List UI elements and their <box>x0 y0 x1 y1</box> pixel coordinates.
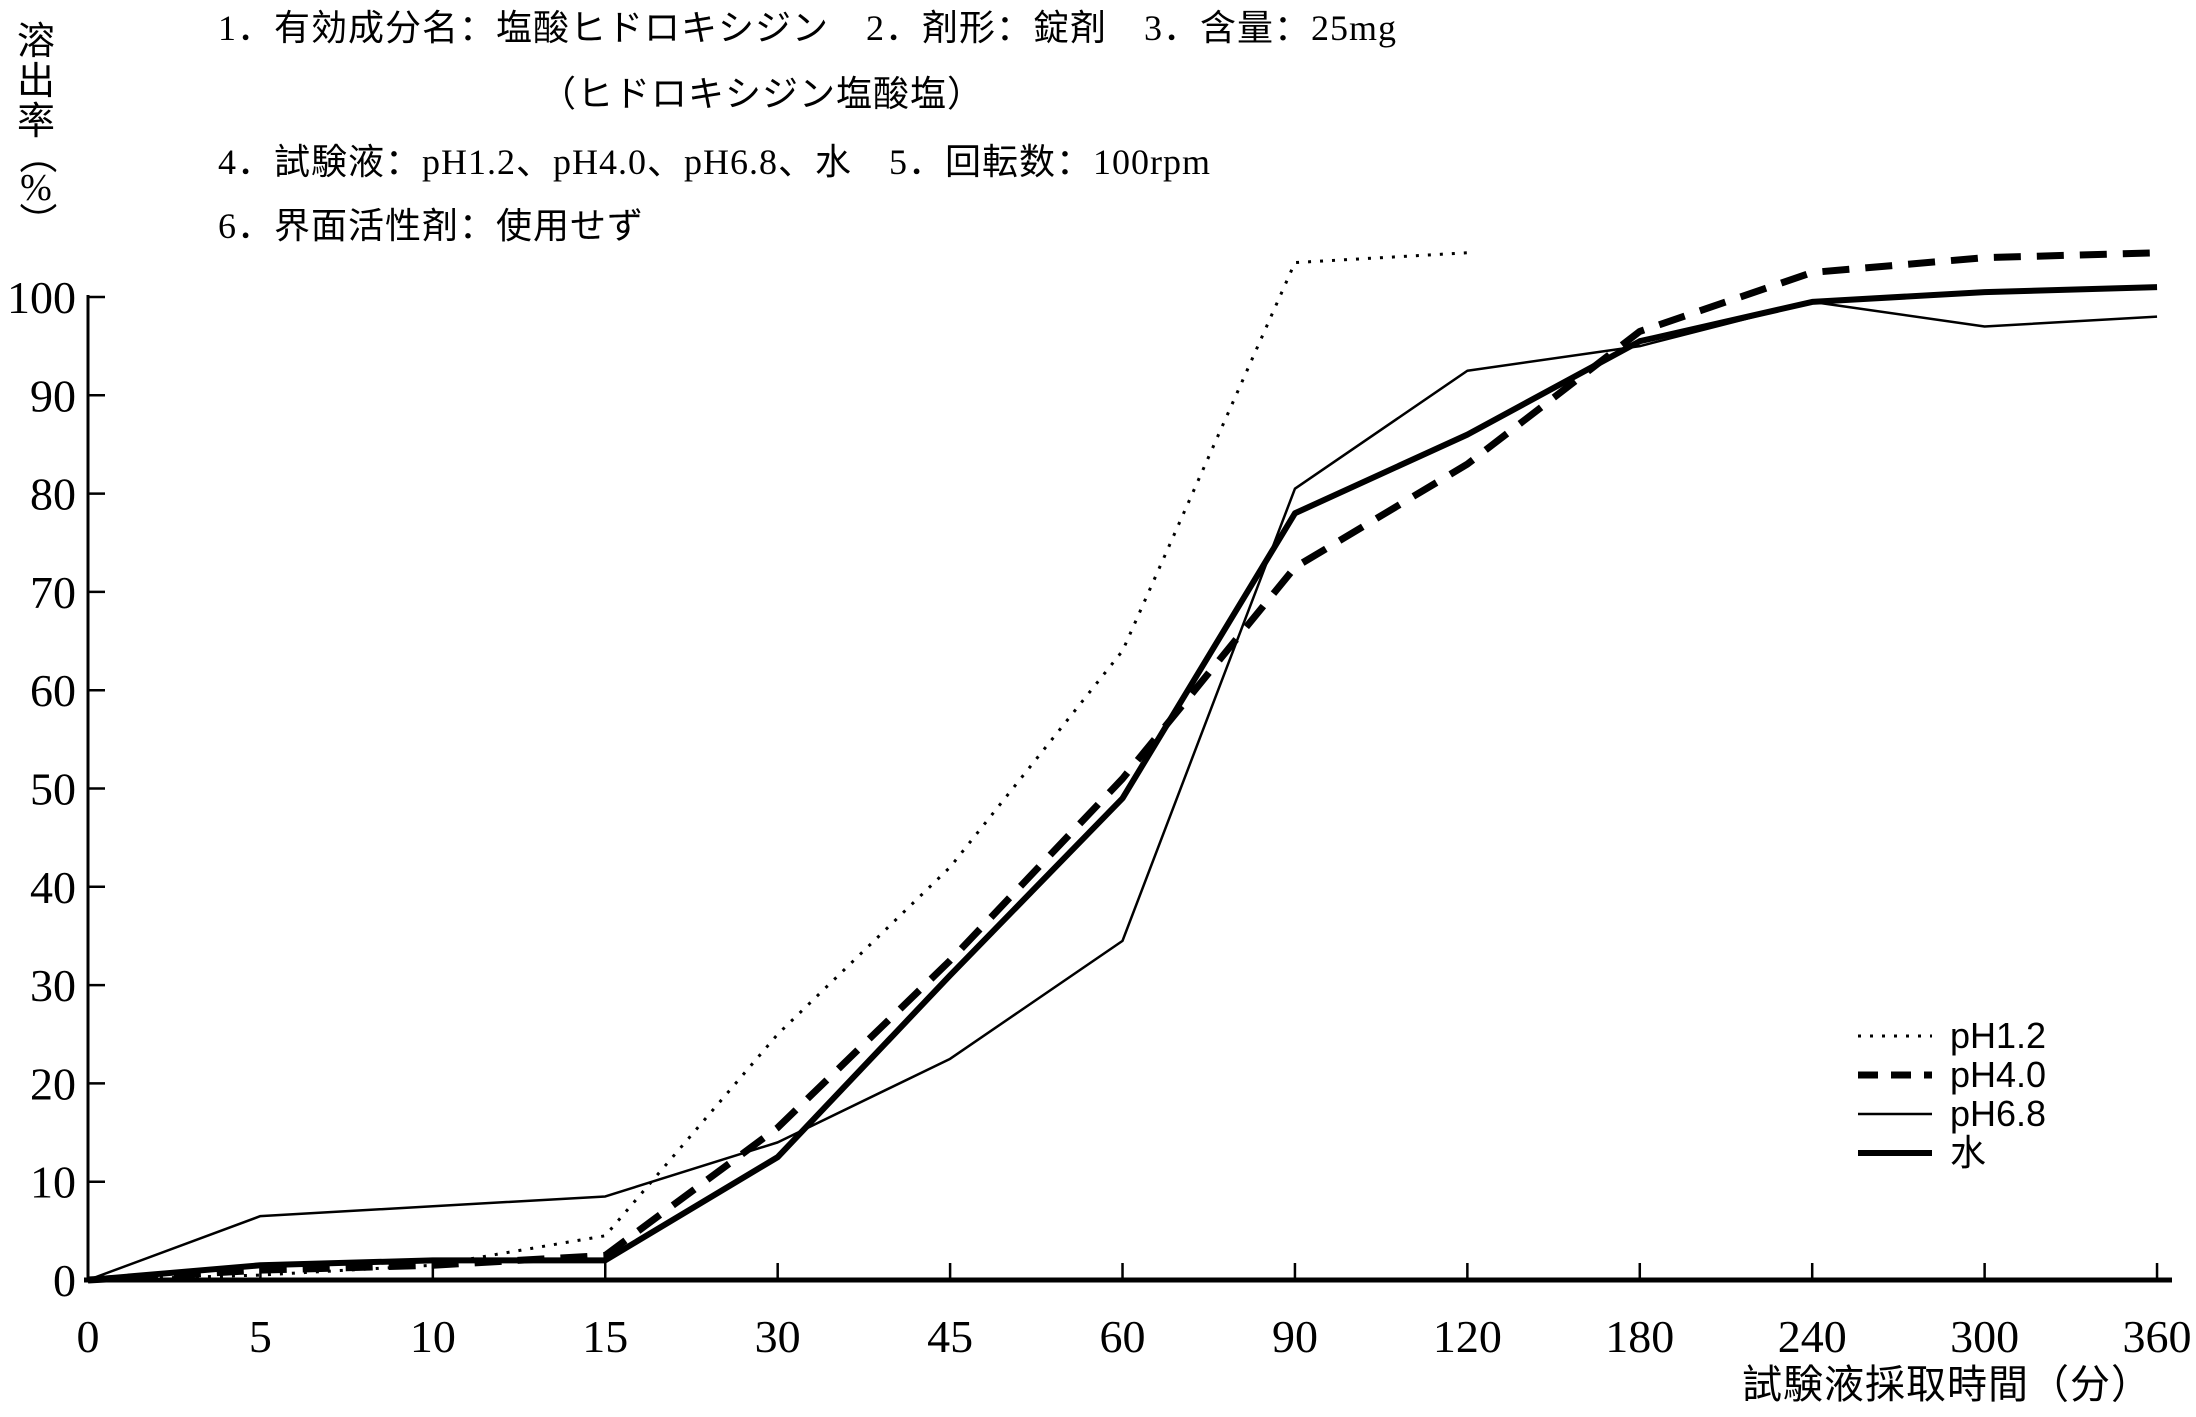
legend-line-sample-ph6-8 <box>1858 1112 1932 1115</box>
y-tick-label: 20 <box>30 1058 76 1109</box>
header-line-ingredient: 1．有効成分名：塩酸ヒドロキシジン 2．剤形：錠剤 3．含量：25mg <box>218 8 1398 48</box>
y-tick-label: 70 <box>30 567 76 618</box>
series-line-pH4.0 <box>87 249 2158 1284</box>
x-tick-label: 120 <box>1433 1311 1502 1362</box>
y-axis-title-char: 溶 <box>16 21 55 63</box>
legend: pH1.2 pH4.0 pH6.8 水 <box>1856 1016 2046 1172</box>
legend-item-water: 水 <box>1856 1133 2046 1172</box>
legend-label-ph6-8: pH6.8 <box>1950 1092 2047 1134</box>
x-tick-label: 45 <box>927 1311 973 1362</box>
legend-item-ph6-8: pH6.8 <box>1856 1094 2046 1133</box>
y-axis-title-char: （ <box>14 135 57 175</box>
legend-label-ph4-0: pH4.0 <box>1950 1053 2047 1095</box>
x-tick-label: 60 <box>1100 1311 1146 1362</box>
header-line-salt: （ヒドロキシジン塩酸塩） <box>540 74 985 114</box>
legend-line-sample-water <box>1858 1149 1932 1156</box>
y-axis-title-char: 率 <box>16 101 55 143</box>
y-tick-label: 40 <box>30 862 76 913</box>
x-tick-label: 180 <box>1605 1311 1674 1362</box>
y-tick-label: 10 <box>30 1157 76 1208</box>
y-axis-title-char: 出 <box>16 61 55 103</box>
x-tick-label: 360 <box>2123 1311 2192 1362</box>
x-tick-label: 90 <box>1272 1311 1318 1362</box>
x-tick-label: 5 <box>249 1311 272 1362</box>
y-tick-label: 50 <box>30 764 76 815</box>
legend-label-ph1-2: pH1.2 <box>1950 1014 2047 1056</box>
x-tick-label: 300 <box>1950 1311 2019 1362</box>
legend-item-ph4-0: pH4.0 <box>1856 1055 2046 1094</box>
y-tick-label: 0 <box>53 1255 76 1306</box>
x-tick-label: 240 <box>1778 1311 1847 1362</box>
series-line-pH6.8 <box>87 300 2158 1282</box>
legend-line-sample-ph4-0 <box>1858 1071 1932 1078</box>
y-tick-label: 90 <box>30 370 76 421</box>
y-tick-label: 100 <box>7 272 76 323</box>
y-tick-label: 80 <box>30 469 76 520</box>
x-axis-title: 試験液採取時間（分） <box>1742 1362 2152 1407</box>
y-tick-label: 60 <box>30 665 76 716</box>
y-axis-title-char: ） <box>14 201 57 241</box>
legend-item-ph1-2: pH1.2 <box>1856 1016 2046 1055</box>
legend-label-water: 水 <box>1950 1131 1987 1173</box>
x-tick-label: 15 <box>582 1311 628 1362</box>
header-line-media: 4．試験液：pH1.2、pH4.0、pH6.8、水 5．回転数：100rpm <box>218 142 1211 182</box>
y-axis-title-char: % <box>20 167 52 209</box>
series-line-水 <box>87 284 2158 1283</box>
x-tick-label: 10 <box>410 1311 456 1362</box>
y-axis-title: 溶出率（%） <box>12 21 60 240</box>
x-tick-label: 0 <box>77 1311 100 1362</box>
header-line-surfactant: 6．界面活性剤：使用せず <box>218 206 645 246</box>
x-tick-label: 30 <box>755 1311 801 1362</box>
y-tick-label: 30 <box>30 960 76 1011</box>
legend-line-sample-ph1-2 <box>1858 1034 1932 1037</box>
